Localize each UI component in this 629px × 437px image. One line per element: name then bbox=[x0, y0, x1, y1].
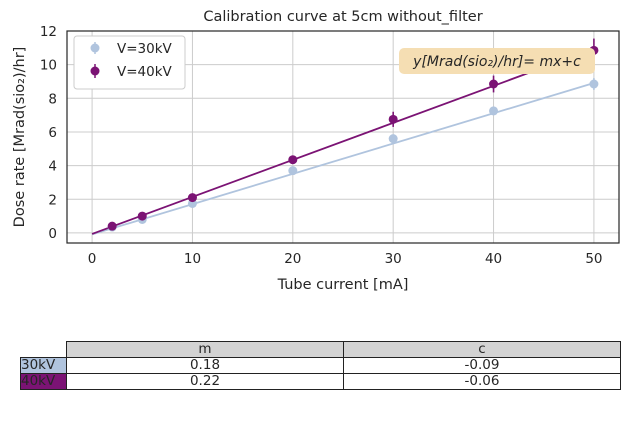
formula-box bbox=[399, 48, 595, 74]
data-point-40kv bbox=[187, 193, 197, 203]
formula-annotation: y[Mrad(sio₂)/hr]= mx+c bbox=[399, 48, 595, 74]
formula-text: y[Mrad(sio₂)/hr]= mx+c bbox=[412, 54, 581, 70]
legend-marker-40kv bbox=[90, 66, 100, 76]
y-tick-label: 10 bbox=[40, 58, 57, 74]
fit-lines bbox=[91, 47, 595, 236]
fit-parameter-table: m c 30kV 0.18 -0.09 40kV 0.22 -0.06 bbox=[20, 341, 621, 390]
y-tick-label: 6 bbox=[48, 125, 57, 141]
table-header-row: m c bbox=[21, 341, 621, 358]
legend: V=30kV V=40kV bbox=[73, 35, 186, 90]
table-header-c: c bbox=[343, 341, 621, 358]
legend-item-40kv: V=40kV bbox=[90, 64, 173, 80]
y-tick-label: 8 bbox=[48, 91, 57, 107]
legend-item-30kv: V=30kV bbox=[90, 41, 173, 57]
x-tick-label: 40 bbox=[485, 251, 502, 267]
table-row-label-40kv: 40kV bbox=[20, 373, 67, 390]
x-tick-label: 20 bbox=[284, 251, 301, 267]
fit-line-30kv bbox=[91, 82, 595, 236]
table-cell-m: 0.22 bbox=[66, 373, 344, 390]
data-point-30kv bbox=[288, 166, 298, 176]
data-point-30kv bbox=[489, 106, 499, 116]
x-tick-label: 30 bbox=[385, 251, 402, 267]
data-points bbox=[107, 38, 599, 232]
data-point-40kv bbox=[489, 79, 499, 89]
plot-frame bbox=[66, 30, 620, 244]
table-cell-c: -0.09 bbox=[343, 357, 621, 374]
table-cell-c: -0.06 bbox=[343, 373, 621, 390]
data-point-40kv bbox=[388, 114, 398, 124]
x-tick-labels: 0 10 20 30 40 50 bbox=[88, 251, 603, 267]
legend-box bbox=[73, 35, 186, 90]
x-axis-label: Tube current [mA] bbox=[277, 277, 409, 293]
x-tick-label: 0 bbox=[88, 251, 97, 267]
y-tick-label: 12 bbox=[40, 24, 57, 40]
table-row: 30kV 0.18 -0.09 bbox=[20, 357, 621, 374]
data-point-40kv bbox=[137, 211, 147, 221]
table-row-label-30kv: 30kV bbox=[20, 357, 67, 374]
x-tick-label: 50 bbox=[585, 251, 602, 267]
calibration-chart: 0 10 20 30 40 50 0 2 4 6 8 10 12 Calibration curve … bbox=[12, 9, 620, 293]
data-point-30kv bbox=[388, 134, 398, 144]
table-header-m: m bbox=[66, 341, 344, 358]
legend-label-40kv: V=40kV bbox=[117, 64, 173, 80]
x-tick-label: 10 bbox=[184, 251, 201, 267]
legend-label-30kv: V=30kV bbox=[117, 41, 173, 57]
y-tick-label: 2 bbox=[48, 192, 57, 208]
y-tick-labels: 0 2 4 6 8 10 12 bbox=[40, 24, 57, 242]
data-point-40kv bbox=[288, 155, 298, 165]
y-tick-label: 4 bbox=[48, 159, 57, 175]
data-point-30kv bbox=[589, 79, 599, 89]
y-tick-label: 0 bbox=[48, 226, 57, 242]
data-point-40kv bbox=[107, 221, 117, 231]
fit-line-40kv bbox=[91, 47, 595, 235]
legend-marker-30kv bbox=[90, 43, 100, 53]
table-row: 40kV 0.22 -0.06 bbox=[20, 373, 621, 390]
table-cell-m: 0.18 bbox=[66, 357, 344, 374]
y-axis-label: Dose rate [Mrad(sio₂)/hr] bbox=[12, 47, 28, 228]
chart-title: Calibration curve at 5cm without_filter bbox=[203, 9, 482, 25]
